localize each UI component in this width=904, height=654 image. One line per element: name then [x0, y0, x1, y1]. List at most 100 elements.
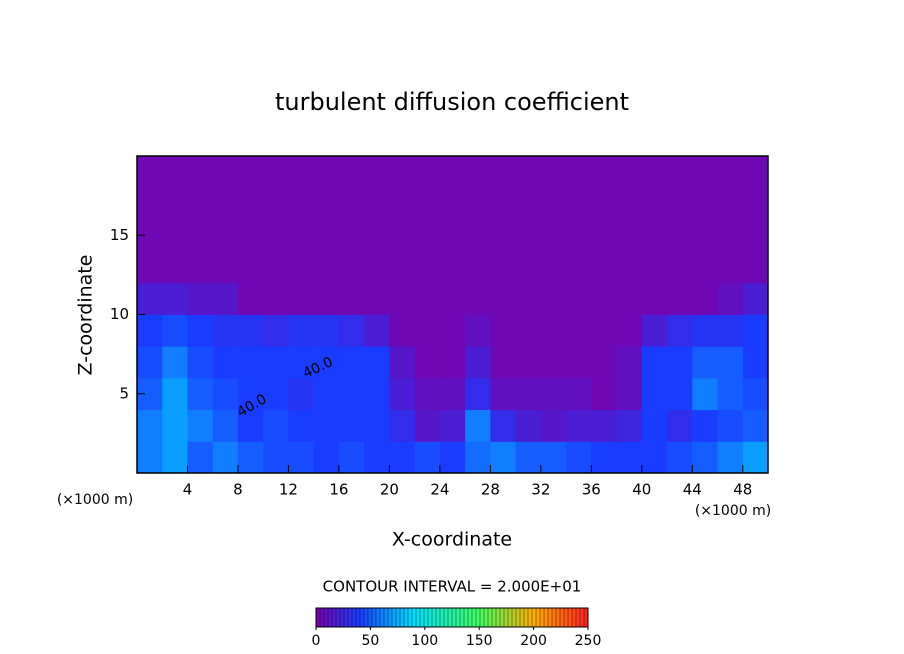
- heatmap-cell: [641, 282, 668, 315]
- heatmap-cell: [389, 219, 416, 252]
- heatmap-cell: [288, 251, 315, 284]
- colorbar-swatch: [435, 607, 441, 628]
- heatmap-cell: [566, 346, 592, 379]
- heatmap-cell: [591, 441, 618, 474]
- heatmap-cell: [263, 377, 289, 411]
- heatmap-cell: [742, 187, 769, 220]
- heatmap-cell: [717, 314, 744, 347]
- colorbar-swatch: [571, 607, 577, 628]
- colorbar-swatch: [443, 607, 449, 628]
- heatmap-cell: [212, 251, 239, 284]
- x-tick-label: 32: [531, 481, 550, 499]
- colorbar-swatch: [331, 607, 337, 628]
- colorbar-swatch: [455, 607, 461, 628]
- heatmap-cell: [237, 441, 264, 474]
- heatmap-cell: [137, 156, 163, 189]
- heatmap-cell: [414, 377, 441, 411]
- colorbar-swatch: [379, 607, 385, 628]
- heatmap-cell: [364, 156, 390, 189]
- heatmap-cell: [692, 219, 719, 252]
- heatmap-cell: [187, 187, 214, 220]
- heatmap-cell: [288, 409, 315, 442]
- heatmap-cell: [515, 441, 542, 474]
- heatmap-cell: [465, 156, 491, 189]
- colorbar-tick-label: 250: [575, 633, 602, 649]
- heatmap-cell: [566, 377, 592, 411]
- heatmap-cell: [137, 314, 163, 347]
- heatmap-cell: [162, 314, 188, 347]
- colorbar-swatch: [507, 607, 513, 628]
- heatmap-cell: [237, 314, 264, 347]
- y-tick-label: 5: [119, 384, 129, 402]
- heatmap-cell: [515, 377, 542, 411]
- heatmap-cell: [364, 346, 390, 379]
- y-axis-label: Z-coordinate: [75, 255, 97, 376]
- heatmap-cell: [591, 346, 618, 379]
- heatmap-cell: [364, 409, 390, 442]
- colorbar-swatch: [523, 607, 529, 628]
- x-tick-label: 8: [233, 481, 243, 499]
- heatmap-cell: [566, 219, 592, 252]
- heatmap-cell: [187, 441, 214, 474]
- heatmap-cell: [439, 251, 466, 284]
- colorbar-swatch: [451, 607, 457, 628]
- heatmap-cell: [237, 282, 264, 315]
- heatmap-cell: [313, 377, 340, 411]
- colorbar-swatch: [543, 607, 549, 628]
- heatmap-cell: [540, 251, 567, 284]
- heatmap-cell: [540, 346, 567, 379]
- heatmap-cell: [364, 314, 390, 347]
- x-tick-label: 16: [329, 481, 348, 499]
- colorbar-swatch: [539, 607, 545, 628]
- colorbar-swatch: [407, 607, 413, 628]
- heatmap-cell: [364, 219, 390, 252]
- x-unit-label: (×1000 m): [57, 492, 133, 508]
- heatmap-cell: [288, 219, 315, 252]
- heatmap-cell: [212, 346, 239, 379]
- heatmap-cell: [338, 187, 365, 220]
- heatmap-cell: [137, 409, 163, 442]
- heatmap-cell: [465, 219, 491, 252]
- heatmap-cell: [137, 282, 163, 315]
- heatmap-cell: [540, 377, 567, 411]
- colorbar-swatch: [563, 607, 569, 628]
- heatmap-cell: [540, 219, 567, 252]
- heatmap-cell: [490, 409, 517, 442]
- colorbar-swatch: [367, 607, 373, 628]
- heatmap-cell: [616, 251, 643, 284]
- heatmap-cell: [414, 156, 441, 189]
- colorbar-swatch: [383, 607, 389, 628]
- heatmap-cell: [187, 282, 214, 315]
- colorbar-swatch: [439, 607, 445, 628]
- heatmap-cell: [616, 219, 643, 252]
- heatmap-cell: [591, 219, 618, 252]
- x-tick-label: 48: [733, 481, 752, 499]
- colorbar-swatch: [467, 607, 473, 628]
- heatmap-cell: [717, 377, 744, 411]
- heatmap-cell: [490, 251, 517, 284]
- heatmap-cell: [717, 187, 744, 220]
- heatmap-cell: [742, 156, 769, 189]
- heatmap-cell: [742, 441, 769, 474]
- colorbar-swatch: [371, 607, 377, 628]
- heatmap-cell: [389, 409, 416, 442]
- x-tick-label: 44: [683, 481, 702, 499]
- heatmap-cell: [263, 409, 289, 442]
- heatmap-cell: [237, 251, 264, 284]
- heatmap-cell: [465, 314, 491, 347]
- colorbar-swatch: [579, 607, 585, 628]
- heatmap-cell: [237, 187, 264, 220]
- heatmap-cell: [313, 346, 340, 379]
- heatmap-cell: [742, 409, 769, 442]
- heatmap-cell: [490, 441, 517, 474]
- heatmap-cell: [540, 409, 567, 442]
- heatmap-cell: [515, 314, 542, 347]
- colorbar-tick-label: 50: [361, 633, 379, 649]
- colorbar-swatch: [459, 607, 465, 628]
- heatmap-cell: [692, 314, 719, 347]
- heatmap-cell: [338, 251, 365, 284]
- heatmap-cell: [641, 187, 668, 220]
- colorbar-swatch: [447, 607, 453, 628]
- heatmap-cell: [566, 187, 592, 220]
- heatmap-cell: [566, 409, 592, 442]
